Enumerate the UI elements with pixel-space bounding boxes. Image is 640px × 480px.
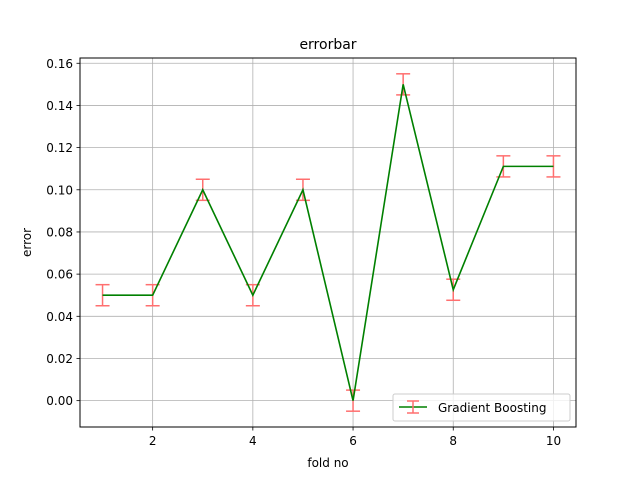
y-tick-label: 0.06	[46, 268, 73, 282]
error-bars	[95, 73, 561, 412]
y-tick-label: 0.10	[46, 183, 73, 197]
legend-label: Gradient Boosting	[438, 401, 546, 415]
chart-title: errorbar	[299, 37, 356, 53]
x-tick-label: 2	[149, 434, 157, 448]
x-tick-label: 6	[349, 434, 357, 448]
axis-ticks: 2 4 6 8 10 0.00 0.02 0.04 0.06 0.08 0.10 0.12 0.14 0.…	[46, 57, 561, 448]
y-tick-label: 0.12	[46, 141, 73, 155]
x-tick-label: 10	[546, 434, 561, 448]
legend: Gradient Boosting	[392, 393, 571, 422]
y-tick-label: 0.16	[46, 57, 73, 71]
series-line	[102, 84, 554, 401]
x-tick-label: 4	[249, 434, 257, 448]
plot-area-frame	[79, 57, 577, 428]
y-tick-label: 0.00	[46, 394, 73, 408]
y-tick-label: 0.14	[46, 99, 73, 113]
y-axis-label: error	[20, 228, 34, 257]
series-lines	[102, 84, 554, 401]
y-tick-label: 0.08	[46, 225, 73, 239]
legend-swatch	[399, 400, 427, 414]
x-tick-label: 8	[449, 434, 457, 448]
legend-frame	[392, 393, 571, 422]
y-tick-label: 0.04	[46, 310, 73, 324]
x-axis-label: fold no	[307, 456, 348, 470]
y-tick-label: 0.02	[46, 352, 73, 366]
